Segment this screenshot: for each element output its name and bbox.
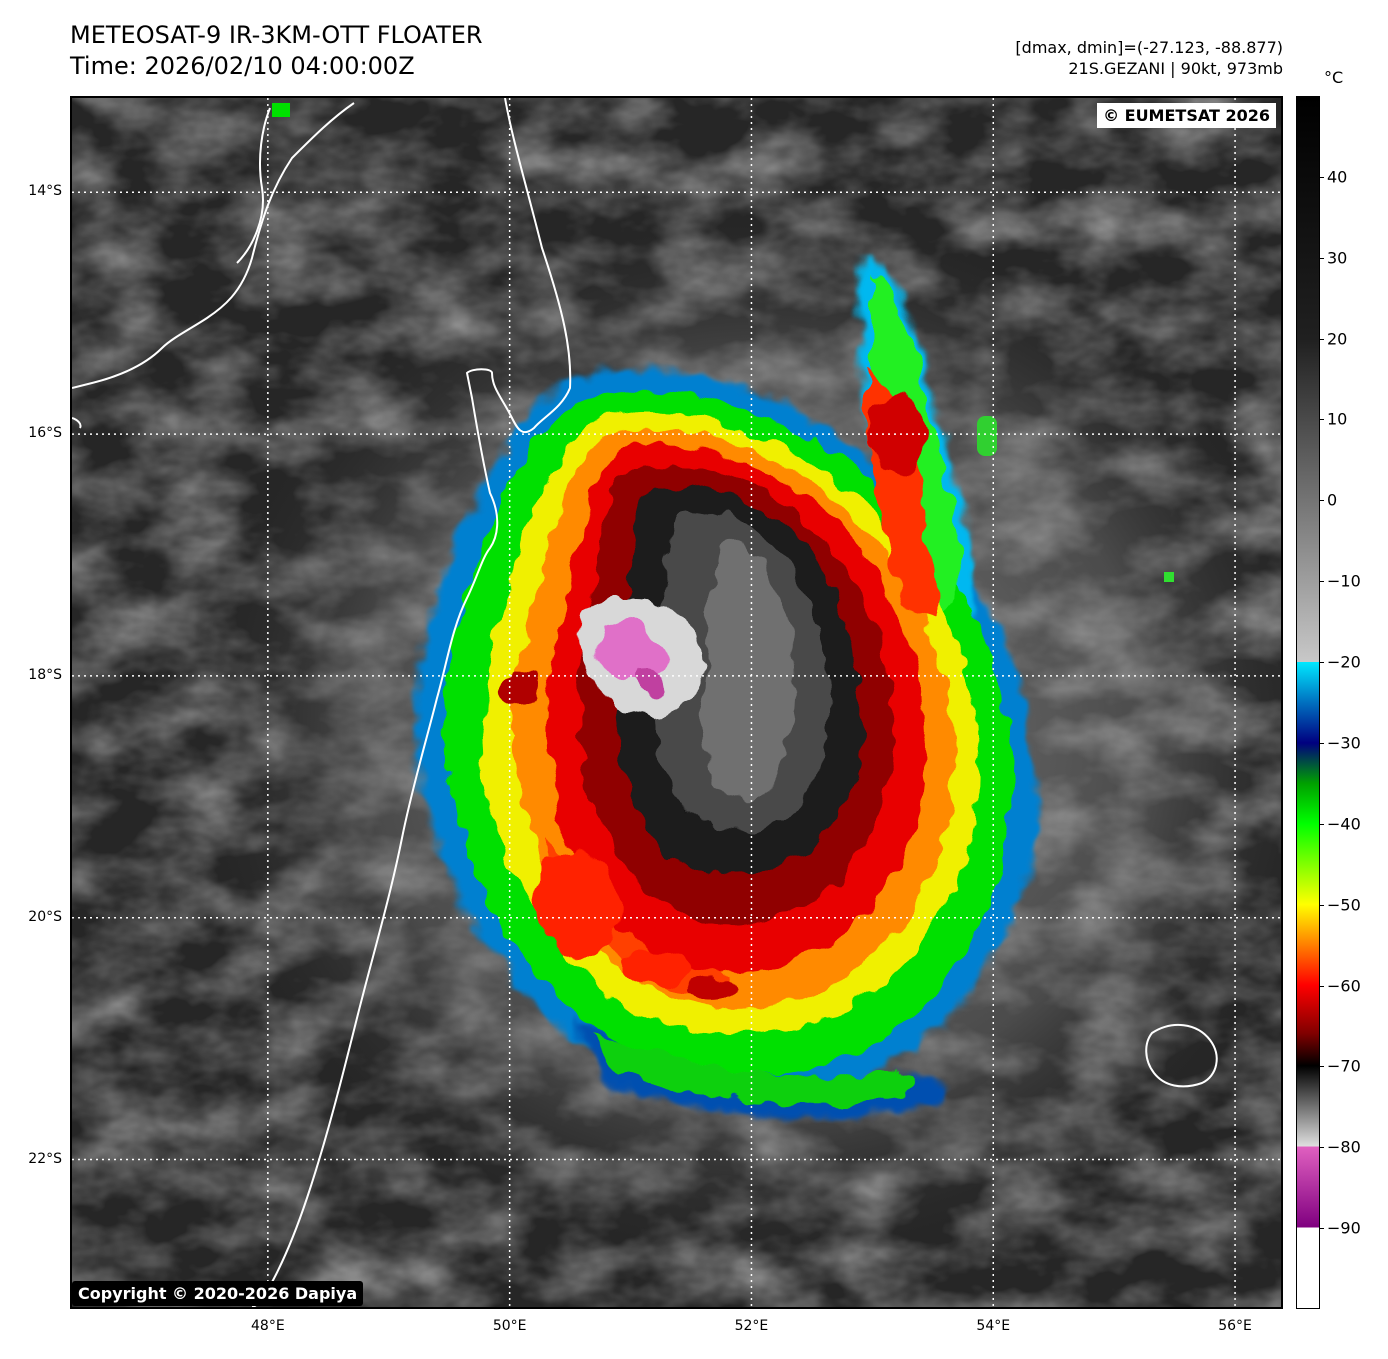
- coastline: [72, 98, 1218, 1307]
- colorbar-label-1: 30: [1327, 248, 1348, 268]
- lon-label-3: 54°E: [976, 1318, 1011, 1334]
- colorbar-label-8: −40: [1327, 814, 1361, 834]
- lat-label-1: 16°S: [28, 425, 62, 442]
- storm-system: [416, 258, 1038, 1119]
- colorbar-tick-12: [1320, 1147, 1324, 1149]
- colorbar-label-7: −30: [1327, 733, 1361, 753]
- chart-title: METEOSAT-9 IR-3KM-OTT FLOATER: [70, 21, 483, 49]
- colorbar-tick-5: [1320, 581, 1324, 583]
- colorbar-label-0: 40: [1327, 167, 1348, 187]
- satellite-image: [72, 98, 1281, 1307]
- colorbar-label-13: −90: [1327, 1218, 1361, 1238]
- colorbar-tick-0: [1320, 176, 1324, 178]
- lon-label-4: 56°E: [1218, 1318, 1252, 1334]
- colorbar-label-4: 0: [1327, 490, 1338, 510]
- colorbar-tick-13: [1320, 1228, 1324, 1230]
- chart-metadata: [dmax, dmin]=(-27.123, -88.877) 21S.GEZA…: [1015, 37, 1283, 79]
- colorbar-label-2: 20: [1327, 329, 1348, 349]
- lat-label-3: 20°S: [28, 908, 62, 925]
- colorbar-tick-1: [1320, 257, 1324, 259]
- colorbar-tick-9: [1320, 904, 1324, 906]
- small-convection-northeast: [977, 416, 997, 456]
- colorbar-tick-7: [1320, 742, 1324, 744]
- colorbar-label-12: −80: [1327, 1137, 1361, 1157]
- colorbar-label-5: −10: [1327, 571, 1361, 591]
- temperature-colorbar: [1296, 96, 1320, 1309]
- colorbar-tick-2: [1320, 338, 1324, 340]
- lat-label-0: 14°S: [28, 183, 62, 200]
- colorbar-label-9: −50: [1327, 895, 1361, 915]
- small-convection-north: [272, 103, 290, 117]
- colorbar-tick-6: [1320, 662, 1324, 664]
- colorbar-unit: °C: [1324, 68, 1344, 87]
- colorbar-tick-4: [1320, 500, 1324, 502]
- lon-label-0: 48°E: [251, 1318, 285, 1334]
- colorbar-label-6: −20: [1327, 652, 1361, 672]
- satellite-map: [70, 96, 1283, 1309]
- range-text: [dmax, dmin]=(-27.123, -88.877): [1015, 38, 1283, 57]
- colorbar-label-11: −70: [1327, 1056, 1361, 1076]
- colorbar-tick-11: [1320, 1066, 1324, 1068]
- colorbar-tick-8: [1320, 823, 1324, 825]
- lon-label-2: 52°E: [734, 1318, 769, 1334]
- dapiya-watermark: Copyright © 2020-2026 Dapiya: [72, 1281, 364, 1306]
- colorbar-label-10: −60: [1327, 976, 1361, 996]
- lat-label-4: 22°S: [28, 1150, 62, 1167]
- colorbar-label-3: 10: [1327, 409, 1348, 429]
- eumetsat-watermark: © EUMETSAT 2026: [1097, 103, 1276, 128]
- colorbar-tick-10: [1320, 985, 1324, 987]
- lon-label-1: 50°E: [492, 1318, 527, 1334]
- colorbar-tick-3: [1320, 419, 1324, 421]
- lat-label-2: 18°S: [28, 666, 62, 683]
- small-convection-east: [1164, 572, 1174, 582]
- storm-text: 21S.GEZANI | 90kt, 973mb: [1068, 59, 1283, 78]
- chart-time: Time: 2026/02/10 04:00:00Z: [70, 52, 415, 80]
